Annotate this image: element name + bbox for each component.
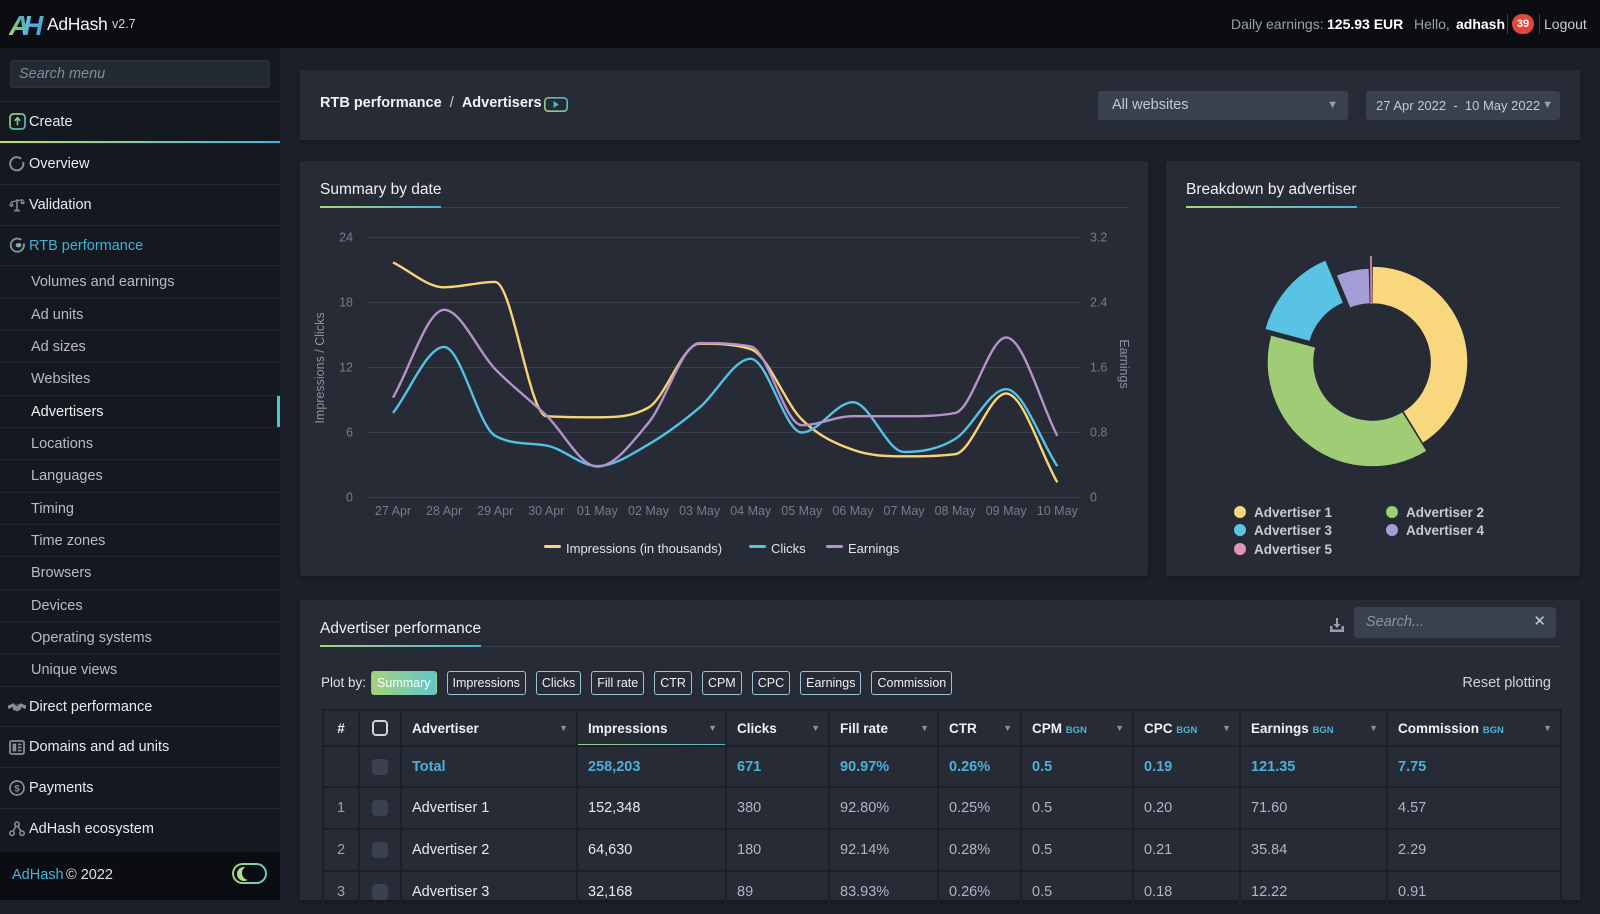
svg-text:02 May: 02 May [628,504,670,518]
svg-text:H: H [23,10,44,41]
svg-text:Earnings: Earnings [1117,339,1131,388]
svg-text:Advertiser 5: Advertiser 5 [1254,542,1333,557]
svg-text:27 Apr: 27 Apr [375,504,411,518]
svg-text:12: 12 [339,361,353,375]
svg-text:Impressions / Clicks: Impressions / Clicks [313,312,327,423]
svg-text:0: 0 [346,491,353,505]
svg-text:Advertiser 3: Advertiser 3 [1254,523,1333,538]
svg-text:A: A [9,10,29,41]
svg-text:24: 24 [339,231,353,245]
svg-text:09 May: 09 May [986,504,1028,518]
svg-text:3.2: 3.2 [1090,231,1107,245]
svg-text:$: $ [14,783,20,794]
svg-text:01 May: 01 May [577,504,619,518]
svg-text:Advertiser 4: Advertiser 4 [1406,523,1485,538]
svg-text:6: 6 [346,426,353,440]
svg-text:29 Apr: 29 Apr [477,504,513,518]
svg-text:30 Apr: 30 Apr [528,504,564,518]
svg-text:0.8: 0.8 [1090,426,1107,440]
svg-text:1.6: 1.6 [1090,361,1107,375]
svg-text:2.4: 2.4 [1090,296,1107,310]
svg-text:Advertiser 1: Advertiser 1 [1254,505,1333,520]
svg-text:08 May: 08 May [935,504,977,518]
svg-text:10 May: 10 May [1037,504,1079,518]
svg-text:07 May: 07 May [884,504,926,518]
svg-text:Advertiser 2: Advertiser 2 [1406,505,1484,520]
svg-text:Earnings: Earnings [848,541,900,556]
svg-text:04 May: 04 May [730,504,772,518]
svg-text:06 May: 06 May [832,504,874,518]
svg-text:05 May: 05 May [781,504,823,518]
svg-text:18: 18 [339,296,353,310]
svg-text:Clicks: Clicks [771,541,806,556]
svg-text:Impressions (in thousands): Impressions (in thousands) [566,541,722,556]
svg-text:03 May: 03 May [679,504,721,518]
svg-text:28 Apr: 28 Apr [426,504,462,518]
svg-text:0: 0 [1090,491,1097,505]
